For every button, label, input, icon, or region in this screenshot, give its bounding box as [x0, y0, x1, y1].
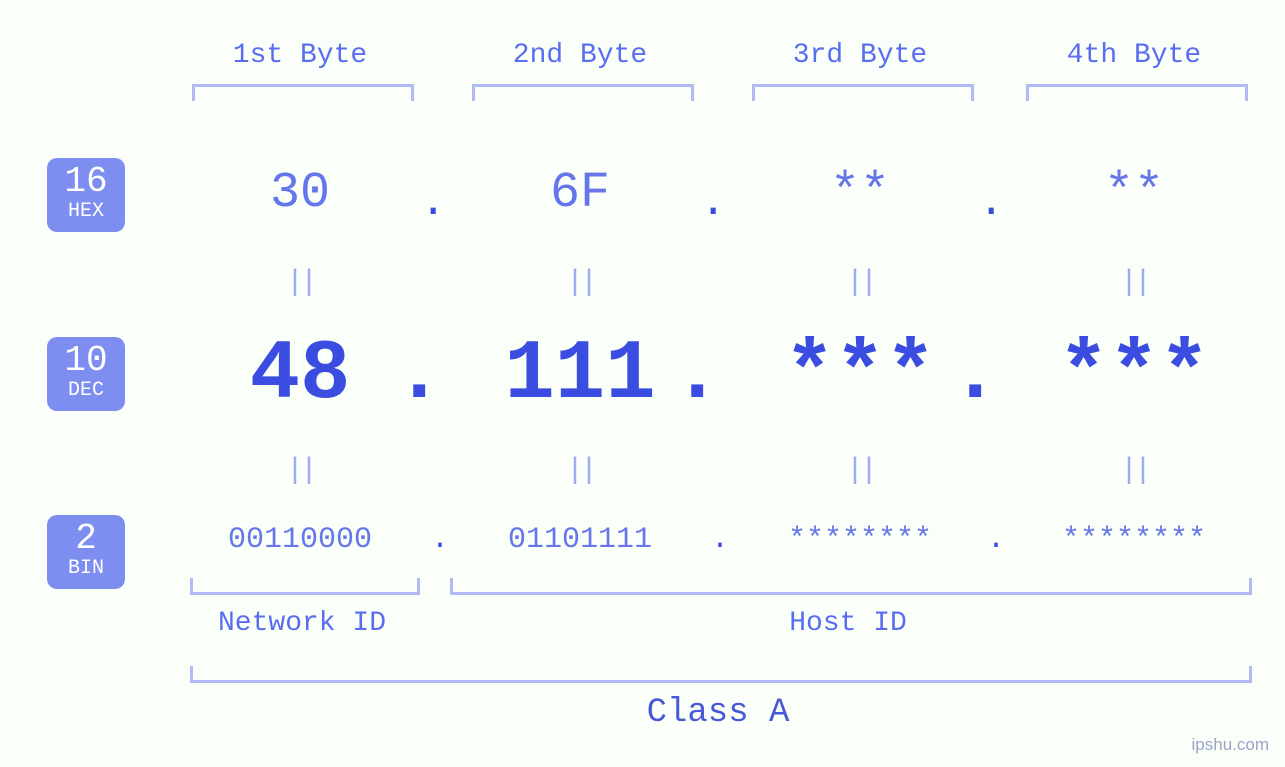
bin-dot-3: . [986, 523, 1006, 557]
hex-dot-3: . [978, 178, 1002, 228]
eq-icon: || [280, 266, 320, 300]
network-id-bracket [190, 578, 420, 595]
eq-icon: || [840, 266, 880, 300]
dec-dot-2: . [672, 328, 708, 423]
bin-tag-number: 2 [47, 521, 125, 557]
hex-byte-1: 30 [200, 165, 400, 222]
eq-icon: || [560, 454, 600, 488]
bin-byte-1: 00110000 [180, 523, 420, 557]
bin-dot-1: . [430, 523, 450, 557]
hex-tag-label: HEX [47, 202, 125, 222]
byte-bracket-4 [1026, 84, 1248, 101]
eq-icon: || [280, 454, 320, 488]
dec-tag-label: DEC [47, 381, 125, 401]
hex-byte-2: 6F [480, 165, 680, 222]
dec-dot-3: . [950, 328, 986, 423]
byte-header-2: 2nd Byte [480, 40, 680, 71]
hex-dot-2: . [700, 178, 724, 228]
bin-byte-3: ******** [740, 523, 980, 557]
hex-dot-1: . [420, 178, 444, 228]
eq-icon: || [1114, 454, 1154, 488]
bin-dot-2: . [710, 523, 730, 557]
watermark: ipshu.com [1192, 735, 1269, 755]
byte-bracket-3 [752, 84, 974, 101]
dec-tag-number: 10 [47, 343, 125, 379]
byte-bracket-1 [192, 84, 414, 101]
byte-header-1: 1st Byte [200, 40, 400, 71]
host-id-bracket [450, 578, 1252, 595]
dec-byte-1: 48 [176, 328, 424, 423]
eq-icon: || [560, 266, 600, 300]
dec-byte-3: *** [736, 328, 984, 423]
byte-bracket-2 [472, 84, 694, 101]
eq-icon: || [840, 454, 880, 488]
bin-byte-2: 01101111 [460, 523, 700, 557]
dec-tag: 10 DEC [47, 337, 125, 411]
byte-header-3: 3rd Byte [760, 40, 960, 71]
dec-dot-1: . [394, 328, 430, 423]
host-id-label: Host ID [748, 608, 948, 639]
hex-tag-number: 16 [47, 164, 125, 200]
bin-byte-4: ******** [1014, 523, 1254, 557]
hex-byte-3: ** [760, 165, 960, 222]
network-id-label: Network ID [202, 608, 402, 639]
class-label: Class A [618, 694, 818, 732]
eq-icon: || [1114, 266, 1154, 300]
byte-header-4: 4th Byte [1034, 40, 1234, 71]
bin-tag-label: BIN [47, 559, 125, 579]
dec-byte-4: *** [1010, 328, 1258, 423]
hex-byte-4: ** [1034, 165, 1234, 222]
class-bracket [190, 666, 1252, 683]
hex-tag: 16 HEX [47, 158, 125, 232]
dec-byte-2: 111 [456, 328, 704, 423]
bin-tag: 2 BIN [47, 515, 125, 589]
